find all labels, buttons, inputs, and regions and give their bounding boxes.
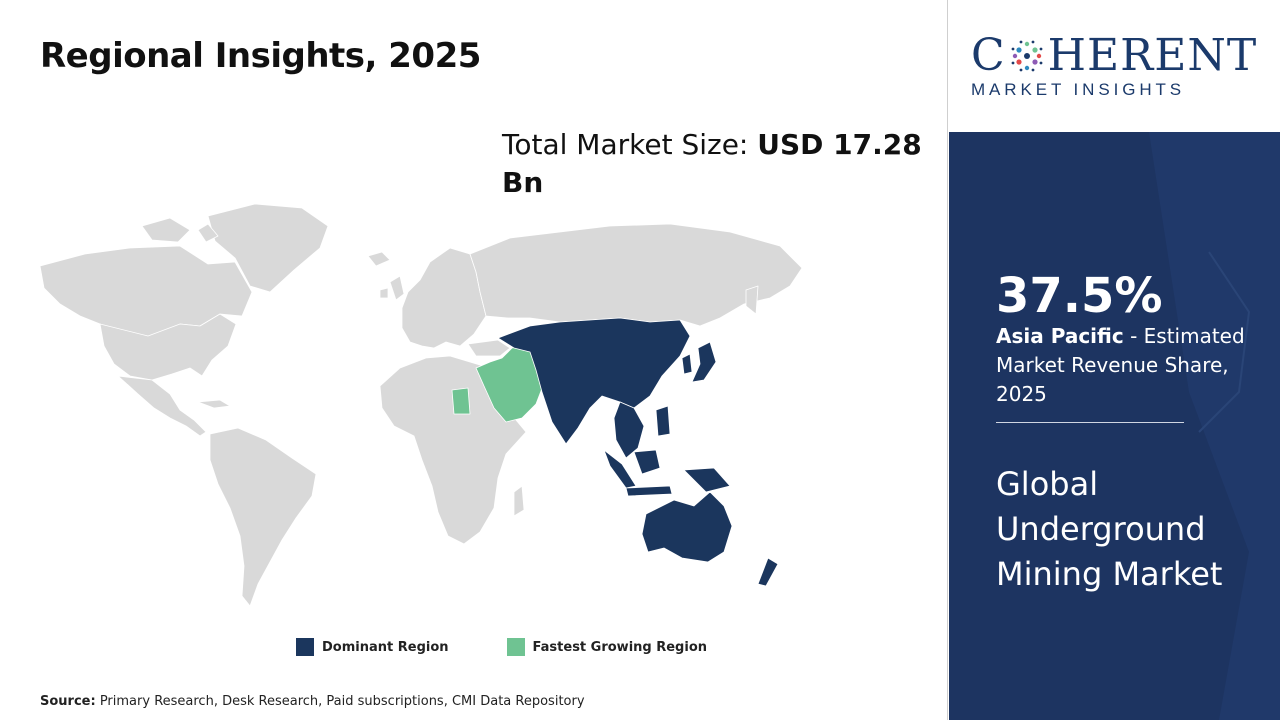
legend-item-dominant: Dominant Region bbox=[296, 638, 449, 656]
map-mexico bbox=[117, 375, 207, 437]
map-usa bbox=[99, 313, 237, 381]
logo-subtitle: MARKET INSIGHTS bbox=[971, 80, 1186, 99]
page-title: Regional Insights, 2025 bbox=[40, 36, 481, 76]
logo-wordmark: C HERENT bbox=[971, 30, 1257, 81]
share-desc-text: - Estimated Market Revenue Share, 2025 bbox=[996, 324, 1245, 406]
map-south-america bbox=[209, 427, 317, 607]
world-map bbox=[39, 203, 803, 607]
fastest-growing-region bbox=[451, 343, 547, 423]
market-size: Total Market Size: USD 17.28 Bn bbox=[502, 126, 922, 202]
share-value: 37.5% bbox=[996, 268, 1163, 324]
share-region: Asia Pacific bbox=[996, 324, 1124, 348]
right-panel: C HERENT MARKET IN bbox=[949, 0, 1280, 720]
legend-label-fastest: Fastest Growing Region bbox=[532, 639, 708, 655]
legend-label-dominant: Dominant Region bbox=[322, 639, 449, 655]
dominant-region bbox=[497, 317, 779, 587]
share-description: Asia Pacific - Estimated Market Revenue … bbox=[996, 322, 1256, 409]
legend-swatch-dominant bbox=[296, 638, 314, 656]
legend-item-fastest: Fastest Growing Region bbox=[506, 638, 708, 656]
legend-swatch-fastest bbox=[506, 638, 525, 656]
source-note: Source: Primary Research, Desk Research,… bbox=[40, 694, 585, 709]
map-philippines bbox=[655, 405, 671, 437]
panel-decoration bbox=[1149, 132, 1280, 720]
map-new-guinea bbox=[683, 467, 731, 493]
map-indonesia-java bbox=[625, 485, 673, 497]
source-text: Primary Research, Desk Research, Paid su… bbox=[95, 694, 585, 709]
source-label: Source: bbox=[40, 694, 96, 709]
map-indonesia-borneo bbox=[633, 449, 661, 475]
map-southeast-asia bbox=[613, 401, 645, 459]
map-greenland bbox=[207, 203, 329, 293]
map-japan bbox=[691, 341, 717, 383]
market-size-label: Total Market Size: bbox=[502, 128, 758, 161]
logo-globe-icon bbox=[1011, 40, 1043, 71]
map-indonesia-sumatra bbox=[603, 449, 637, 489]
map-korea bbox=[681, 353, 693, 375]
logo-letter-c: C bbox=[971, 30, 1006, 81]
map-australia bbox=[641, 491, 733, 563]
logo-letters-herent: HERENT bbox=[1047, 30, 1258, 81]
left-panel: Regional Insights, 2025 Total Market Siz… bbox=[39, 0, 948, 720]
market-size-value: USD 17.28 Bn bbox=[502, 128, 922, 199]
map-arctic-islands bbox=[141, 217, 191, 243]
logo: C HERENT MARKET IN bbox=[949, 0, 1280, 132]
market-name: Global Underground Mining Market bbox=[996, 465, 1223, 593]
divider bbox=[996, 422, 1184, 423]
map-africa bbox=[379, 355, 527, 545]
map-legend: Dominant Region Fastest Growing Region bbox=[296, 638, 707, 656]
map-new-zealand bbox=[757, 557, 779, 587]
map-russia bbox=[469, 223, 803, 327]
